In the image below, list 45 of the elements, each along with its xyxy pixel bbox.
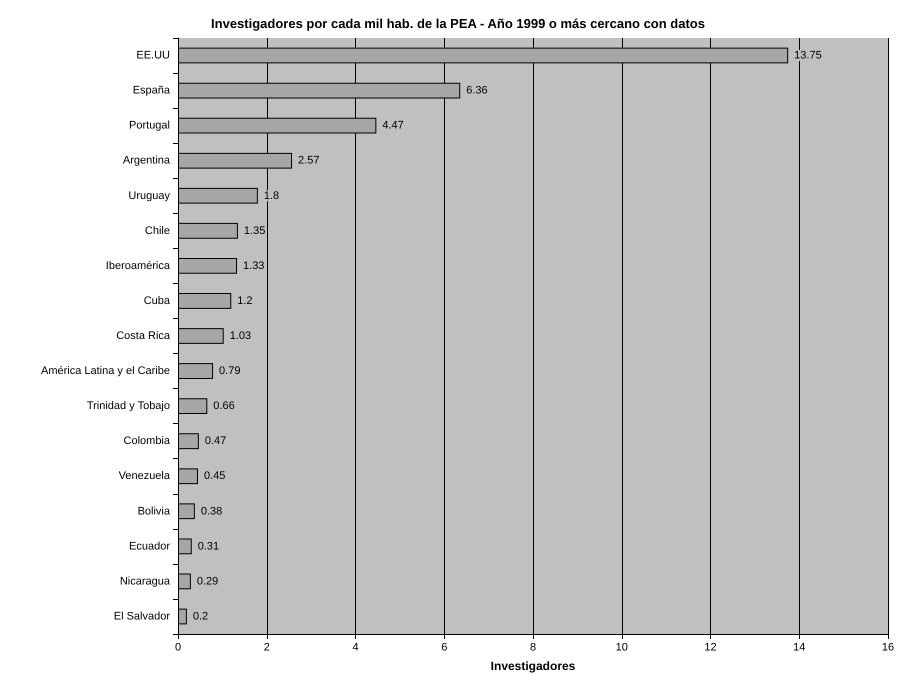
y-tick-label: El Salvador: [114, 610, 170, 622]
data-label: 1.8: [264, 190, 280, 202]
y-tick-label: Costa Rica: [116, 330, 171, 342]
y-tick-label: Bolivia: [138, 505, 171, 518]
x-tick-label: 12: [704, 642, 717, 654]
data-label: 0.2: [192, 610, 208, 622]
y-tick-label: Trinidad y Tobajo: [86, 400, 170, 412]
y-tick-label: Argentina: [122, 154, 171, 167]
data-label: 13.75: [794, 50, 822, 62]
y-tick-label: Venezuela: [118, 470, 171, 482]
data-label: 1.35: [244, 224, 266, 237]
data-label: 0.38: [200, 505, 222, 518]
data-label: 0.79: [219, 365, 240, 378]
x-tick-label: 2: [264, 642, 270, 654]
y-tick-label: EE.UU: [136, 50, 170, 62]
y-tick-label: Chile: [144, 224, 170, 237]
data-label: 0.29: [196, 575, 218, 588]
data-label: 1.03: [230, 330, 252, 342]
x-tick-label: 14: [793, 642, 806, 654]
x-tick-label: 4: [352, 642, 359, 654]
data-label: 2.57: [298, 154, 320, 167]
x-tick-label: 0: [174, 642, 182, 654]
y-tick-label: Uruguay: [128, 190, 170, 202]
y-tick-label: América Latina y el Caribe: [40, 365, 170, 378]
y-tick-label: Cuba: [144, 294, 171, 307]
x-axis-title: Investigadores: [490, 659, 576, 673]
y-tick-label: España: [132, 84, 171, 97]
data-label: 4.47: [382, 120, 404, 132]
y-tick-label: Colombia: [124, 435, 171, 448]
x-tick-label: 6: [441, 642, 448, 654]
y-tick-label: Nicaragua: [120, 575, 171, 588]
data-label: 0.66: [213, 400, 235, 412]
data-label: 0.45: [204, 470, 226, 482]
x-tick-label: 8: [530, 642, 536, 654]
data-label: 0.31: [198, 540, 220, 552]
x-tick-label: 16: [882, 642, 894, 654]
x-tick-label: 10: [616, 642, 628, 654]
data-label: 6.36: [466, 84, 488, 97]
data-label: 1.33: [243, 260, 264, 272]
data-label: 0.47: [204, 435, 226, 448]
chart-title: Investigadores por cada mil hab. de la PEA - Año 1999 o más cercano con datos: [211, 16, 705, 31]
y-tick-label: Iberoamérica: [106, 260, 171, 272]
y-tick-label: Portugal: [129, 120, 170, 132]
data-label: 1.2: [237, 294, 253, 307]
y-tick-label: Ecuador: [129, 540, 170, 552]
